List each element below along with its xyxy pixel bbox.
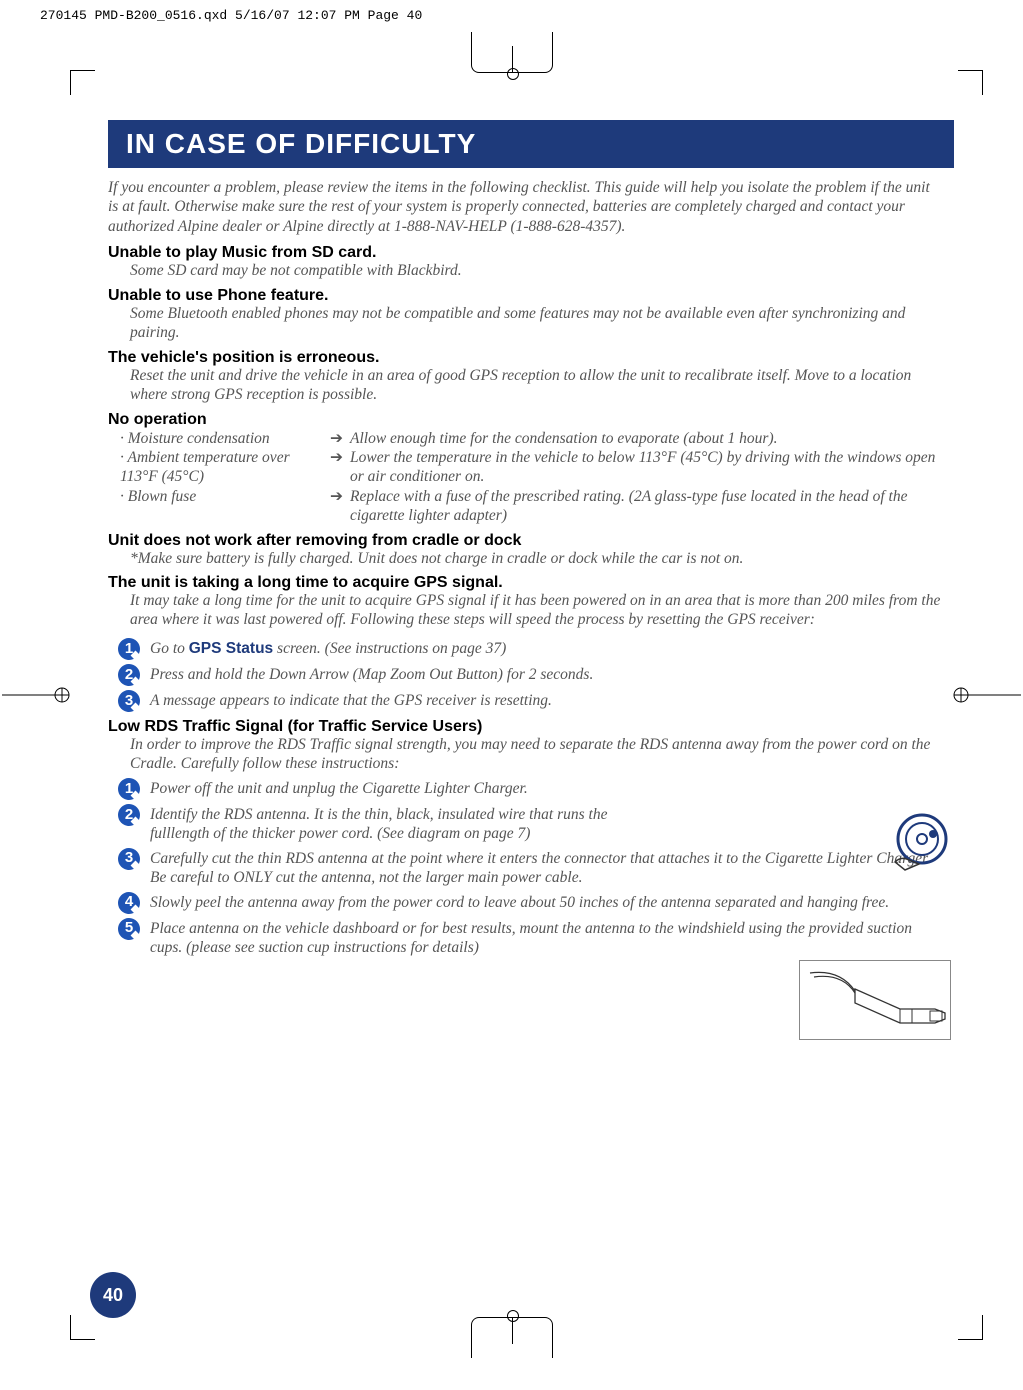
corner-mark	[70, 1315, 95, 1340]
arrow-icon: ➔	[330, 448, 350, 487]
section-heading: The unit is taking a long time to acquir…	[108, 574, 943, 592]
registration-mark-right	[951, 680, 1021, 710]
section-body: *Make sure battery is fully charged. Uni…	[130, 550, 943, 569]
text-fragment: screen. (See instructions on page 37)	[273, 640, 506, 657]
arrow-icon: ➔	[330, 487, 350, 526]
step-text: A message appears to indicate that the G…	[150, 690, 943, 710]
cause-text: · Moisture condensation	[120, 429, 330, 448]
step-number-icon: 5	[118, 918, 140, 940]
section-heading: Low RDS Traffic Signal (for Traffic Serv…	[108, 718, 943, 736]
cause-text: · Blown fuse	[120, 487, 330, 526]
charger-diagram-icon	[799, 960, 951, 1040]
intro-text: If you encounter a problem, please revie…	[108, 178, 943, 236]
step-number-icon: 1	[118, 638, 140, 660]
step-row: 2 Press and hold the Down Arrow (Map Zoo…	[118, 664, 943, 686]
section-body: In order to improve the RDS Traffic sign…	[130, 736, 943, 774]
solution-text: Lower the temperature in the vehicle to …	[350, 448, 943, 487]
troubleshoot-row: · Ambient temperature over 113°F (45°C) …	[120, 448, 943, 487]
step-text: Power off the unit and unplug the Cigare…	[150, 778, 943, 798]
step-row: 3 Carefully cut the thin RDS antenna at …	[118, 848, 943, 888]
solution-text: Allow enough time for the condensation t…	[350, 429, 943, 448]
step-row: 4 Slowly peel the antenna away from the …	[118, 892, 943, 914]
step-row: 3 A message appears to indicate that the…	[118, 690, 943, 712]
section-body: Some Bluetooth enabled phones may not be…	[130, 305, 943, 343]
solution-text: Replace with a fuse of the prescribed ra…	[350, 487, 943, 526]
corner-mark	[958, 70, 983, 95]
section-body: It may take a long time for the unit to …	[130, 592, 943, 630]
registration-mark-left	[2, 680, 72, 710]
crop-mark-bottom	[471, 1317, 553, 1358]
section-body: Some SD card may be not compatible with …	[130, 262, 943, 281]
step-number-icon: 4	[118, 892, 140, 914]
step-row: 2 Identify the RDS antenna. It is the th…	[118, 804, 943, 844]
step-text: Carefully cut the thin RDS antenna at th…	[150, 848, 943, 888]
step-number-icon: 3	[118, 848, 140, 870]
arrow-icon: ➔	[330, 429, 350, 448]
content: IN CASE OF DIFFICULTY If you encounter a…	[108, 120, 943, 957]
step-text: Place antenna on the vehicle dashboard o…	[150, 918, 943, 958]
step-number-icon: 2	[118, 664, 140, 686]
text-fragment: Go to	[150, 640, 189, 657]
section-heading: Unit does not work after removing from c…	[108, 532, 943, 550]
cause-text: · Ambient temperature over 113°F (45°C)	[120, 448, 330, 487]
section-heading: The vehicle's position is erroneous.	[108, 349, 943, 367]
step-number-icon: 3	[118, 690, 140, 712]
troubleshoot-row: · Moisture condensation ➔ Allow enough t…	[120, 429, 943, 448]
crop-mark-top	[471, 32, 553, 73]
page: 270145 PMD-B200_0516.qxd 5/16/07 12:07 P…	[0, 0, 1023, 1390]
section-heading: No operation	[108, 411, 943, 429]
step-row: 1 Go to GPS Status screen. (See instruct…	[118, 638, 943, 660]
section-body: Reset the unit and drive the vehicle in …	[130, 367, 943, 405]
section-heading: Unable to play Music from SD card.	[108, 244, 943, 262]
gps-status-link: GPS Status	[189, 640, 273, 657]
step-text: Slowly peel the antenna away from the po…	[150, 892, 943, 912]
step-text: Go to GPS Status screen. (See instructio…	[150, 638, 943, 658]
page-title: IN CASE OF DIFFICULTY	[108, 120, 954, 168]
disc-hand-icon	[891, 812, 953, 874]
step-number-icon: 1	[118, 778, 140, 800]
print-header: 270145 PMD-B200_0516.qxd 5/16/07 12:07 P…	[40, 8, 422, 23]
step-row: 1 Power off the unit and unplug the Ciga…	[118, 778, 943, 800]
step-text: Press and hold the Down Arrow (Map Zoom …	[150, 664, 873, 684]
section-heading: Unable to use Phone feature.	[108, 287, 943, 305]
step-number-icon: 2	[118, 804, 140, 826]
corner-mark	[70, 70, 95, 95]
troubleshoot-row: · Blown fuse ➔ Replace with a fuse of th…	[120, 487, 943, 526]
page-number-badge: 40	[90, 1272, 136, 1318]
step-text: Identify the RDS antenna. It is the thin…	[150, 804, 670, 844]
step-row: 5 Place antenna on the vehicle dashboard…	[118, 918, 943, 958]
corner-mark	[958, 1315, 983, 1340]
